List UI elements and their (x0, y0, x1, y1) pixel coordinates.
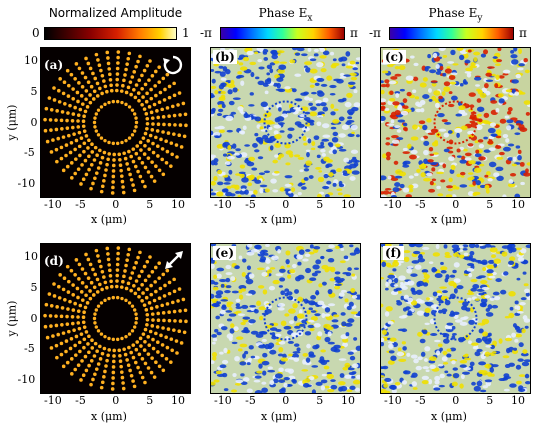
x-tick-label: -5 (415, 198, 426, 211)
x-tick-label: 10 (341, 394, 355, 407)
x-axis-label-f: x (μm) (431, 410, 467, 423)
y-tick-label: 5 (30, 84, 38, 98)
panel-label-e: (e) (213, 246, 236, 260)
y-tick-label: 10 (24, 53, 38, 67)
x-tick-label: -10 (213, 394, 232, 407)
y-tick-label: -5 (24, 146, 35, 160)
phase-ey-title: Phase Ey (428, 6, 483, 24)
amplitude-spots (43, 246, 188, 391)
panel-a-amplitude (40, 47, 191, 198)
phase-ex-colorbar-max: π (350, 26, 358, 40)
y-tick-label: 10 (24, 249, 38, 263)
x-tick-label: 5 (146, 394, 154, 407)
x-tick-label: 5 (486, 394, 494, 407)
x-tick-label: 0 (452, 394, 460, 407)
x-tick-label: -10 (383, 198, 402, 211)
x-tick-label: -10 (383, 394, 402, 407)
x-tick-label: 5 (486, 198, 494, 211)
amp-colorbar (44, 27, 177, 40)
amplitude-spots (43, 50, 188, 195)
phase-ex-title: Phase Ex (258, 6, 313, 24)
y-tick-label: -10 (17, 373, 36, 387)
x-tick-label: -10 (43, 394, 62, 407)
y-tick-label: -10 (17, 177, 36, 191)
panel-label-b: (b) (213, 50, 237, 64)
y-tick-label: 0 (30, 115, 38, 129)
phase-ex-colorbar (220, 27, 345, 40)
x-tick-label: 0 (112, 198, 120, 211)
phase-ex-colorbar-min: -π (200, 26, 212, 40)
x-tick-label: 5 (316, 198, 324, 211)
x-tick-label: 10 (511, 198, 525, 211)
x-axis-label-a: x (μm) (91, 213, 127, 226)
phase-speckles (211, 48, 360, 197)
x-tick-label: 10 (511, 394, 525, 407)
panel-b-phase-ex (210, 47, 361, 198)
phase-speckles (381, 48, 530, 197)
phase-speckles (211, 244, 360, 393)
y-tick-label: -5 (24, 342, 35, 356)
phase-ey-colorbar-min: -π (369, 26, 381, 40)
panel-f-phase-ey (380, 243, 531, 394)
circular-arrow-icon (163, 55, 183, 75)
phase-ey-colorbar-max: π (519, 26, 527, 40)
amp-colorbar-min: 0 (32, 26, 40, 40)
x-tick-label: -10 (213, 198, 232, 211)
x-axis-label-b: x (μm) (261, 213, 297, 226)
amp-colorbar-max: 1 (182, 26, 190, 40)
panel-e-phase-ex (210, 243, 361, 394)
y-tick-label: 0 (30, 311, 38, 325)
x-tick-label: 5 (316, 394, 324, 407)
x-axis-label-c: x (μm) (431, 213, 467, 226)
y-axis-label-top: y (μm) (5, 104, 19, 141)
x-tick-label: 0 (282, 198, 290, 211)
y-axis-label-bottom: y (μm) (5, 300, 19, 337)
x-tick-label: 0 (452, 198, 460, 211)
phase-ey-colorbar (389, 27, 514, 40)
panel-label-c: (c) (383, 50, 406, 64)
x-tick-label: 10 (341, 198, 355, 211)
x-tick-label: 10 (171, 198, 185, 211)
panel-label-d: (d) (44, 254, 64, 268)
x-tick-label: 0 (112, 394, 120, 407)
x-tick-label: 0 (282, 394, 290, 407)
x-tick-label: -5 (245, 198, 256, 211)
x-tick-label: 10 (171, 394, 185, 407)
x-tick-label: -5 (245, 394, 256, 407)
panel-label-f: (f) (383, 246, 404, 260)
amplitude-title: Normalized Amplitude (48, 6, 183, 20)
panel-label-a: (a) (44, 58, 64, 72)
x-axis-label-d: x (μm) (91, 410, 127, 423)
x-tick-label: 5 (146, 198, 154, 211)
x-tick-label: -5 (415, 394, 426, 407)
x-tick-label: -10 (43, 198, 62, 211)
panel-c-phase-ey (380, 47, 531, 198)
x-tick-label: -5 (75, 198, 86, 211)
x-axis-label-e: x (μm) (261, 410, 297, 423)
double-arrow-icon (165, 251, 183, 269)
y-tick-label: 5 (30, 280, 38, 294)
x-tick-label: -5 (75, 394, 86, 407)
